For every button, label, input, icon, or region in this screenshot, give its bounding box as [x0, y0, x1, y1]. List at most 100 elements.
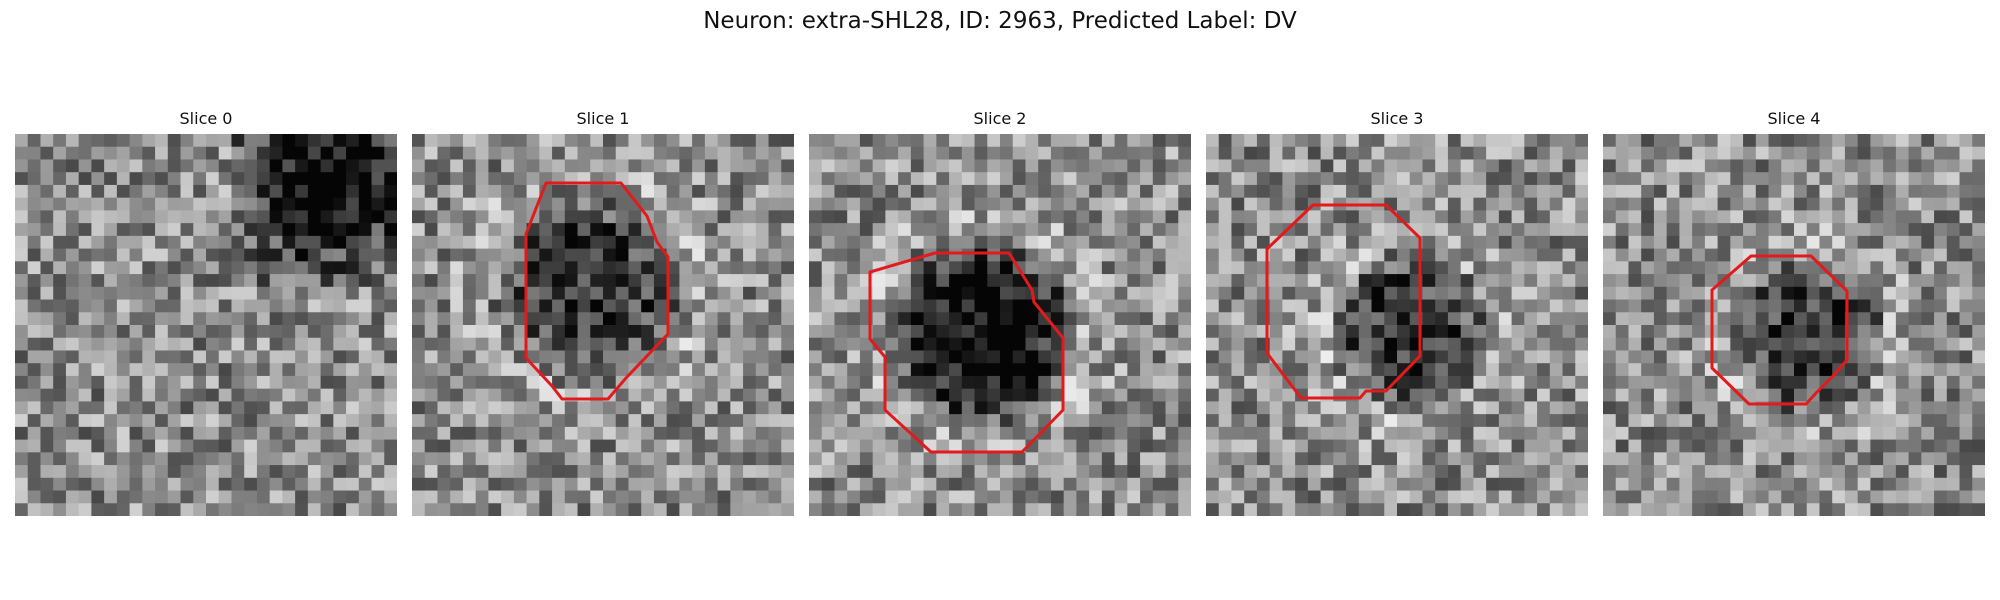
pixel — [1089, 452, 1103, 466]
pixel — [1206, 337, 1220, 352]
pixel — [320, 401, 334, 415]
pixel — [1244, 134, 1258, 148]
pixel — [1384, 184, 1398, 199]
pixel — [129, 261, 143, 275]
pixel — [1076, 401, 1090, 415]
pixel — [1832, 248, 1846, 262]
pixel — [1320, 401, 1334, 415]
pixel — [666, 490, 680, 504]
pixel — [974, 261, 988, 275]
pixel — [320, 159, 334, 173]
pixel — [552, 286, 566, 301]
pixel — [295, 375, 309, 390]
pixel — [1628, 477, 1642, 492]
pixel — [346, 146, 360, 161]
pixel — [91, 134, 105, 148]
pixel — [180, 184, 194, 199]
pixel — [1819, 248, 1833, 262]
pixel — [885, 134, 899, 148]
pixel — [1076, 159, 1090, 173]
pixel — [1844, 401, 1859, 415]
pixel — [231, 490, 245, 504]
pixel — [872, 312, 886, 326]
pixel — [641, 248, 655, 262]
pixel — [923, 350, 937, 364]
pixel — [1692, 388, 1706, 402]
pixel — [1870, 414, 1884, 428]
pixel — [717, 172, 731, 186]
pixel — [282, 325, 296, 339]
pixel — [1972, 452, 1985, 466]
pixel — [1089, 172, 1103, 186]
pixel — [256, 197, 271, 211]
pixel — [603, 452, 617, 466]
pixel — [1346, 172, 1360, 186]
pixel — [872, 490, 886, 504]
pixel — [1178, 490, 1191, 504]
pixel — [104, 235, 118, 250]
pixel — [1959, 350, 1973, 364]
pixel — [1653, 401, 1668, 415]
pixel — [1832, 159, 1846, 173]
pixel — [206, 210, 220, 224]
pixel — [1959, 465, 1973, 479]
pixel — [1473, 452, 1487, 466]
pixel — [78, 325, 92, 339]
pixel — [1857, 465, 1871, 479]
pixel — [1076, 350, 1090, 364]
pixel — [1422, 223, 1436, 237]
pixel — [1140, 261, 1154, 275]
pixel — [577, 134, 591, 148]
pixel — [1628, 274, 1642, 288]
pixel — [847, 299, 861, 313]
pixel — [1498, 299, 1513, 313]
pixel — [129, 490, 143, 504]
pixel — [1244, 248, 1258, 262]
pixel — [653, 184, 668, 199]
pixel — [116, 248, 131, 262]
pixel — [1524, 286, 1538, 301]
pixel — [1244, 159, 1258, 173]
pixel — [346, 286, 360, 301]
pixel — [1934, 223, 1948, 237]
pixel — [513, 452, 528, 466]
pixel — [590, 503, 604, 516]
pixel — [244, 235, 258, 250]
pixel — [949, 363, 963, 377]
pixel — [1206, 490, 1220, 504]
pixel — [1549, 414, 1564, 428]
pixel — [1959, 159, 1973, 173]
pixel — [437, 197, 451, 211]
pixel — [949, 184, 963, 199]
pixel — [384, 210, 397, 224]
pixel — [1346, 312, 1360, 326]
pixel — [1295, 325, 1309, 339]
pixel — [1397, 503, 1411, 516]
pixel — [1000, 274, 1014, 288]
pixel — [437, 439, 451, 453]
pixel — [564, 286, 579, 301]
pixel — [513, 465, 528, 479]
pixel — [1486, 325, 1500, 339]
pixel — [1140, 375, 1154, 390]
pixel — [1422, 477, 1436, 492]
pixel — [1562, 261, 1576, 275]
pixel — [155, 261, 169, 275]
pixel — [692, 274, 706, 288]
pixel — [1895, 210, 1910, 224]
pixel — [1603, 452, 1617, 466]
pixel — [1498, 452, 1513, 466]
pixel — [462, 235, 477, 250]
pixel — [167, 235, 182, 250]
pixel — [552, 223, 566, 237]
pixel — [307, 312, 322, 326]
pixel — [1000, 452, 1014, 466]
pixel — [1972, 223, 1985, 237]
pixel — [1870, 134, 1884, 148]
pixel — [628, 350, 642, 364]
pixel — [65, 337, 80, 352]
pixel — [1895, 375, 1910, 390]
pixel — [743, 503, 757, 516]
pixel — [1063, 286, 1077, 301]
pixel — [129, 426, 143, 441]
